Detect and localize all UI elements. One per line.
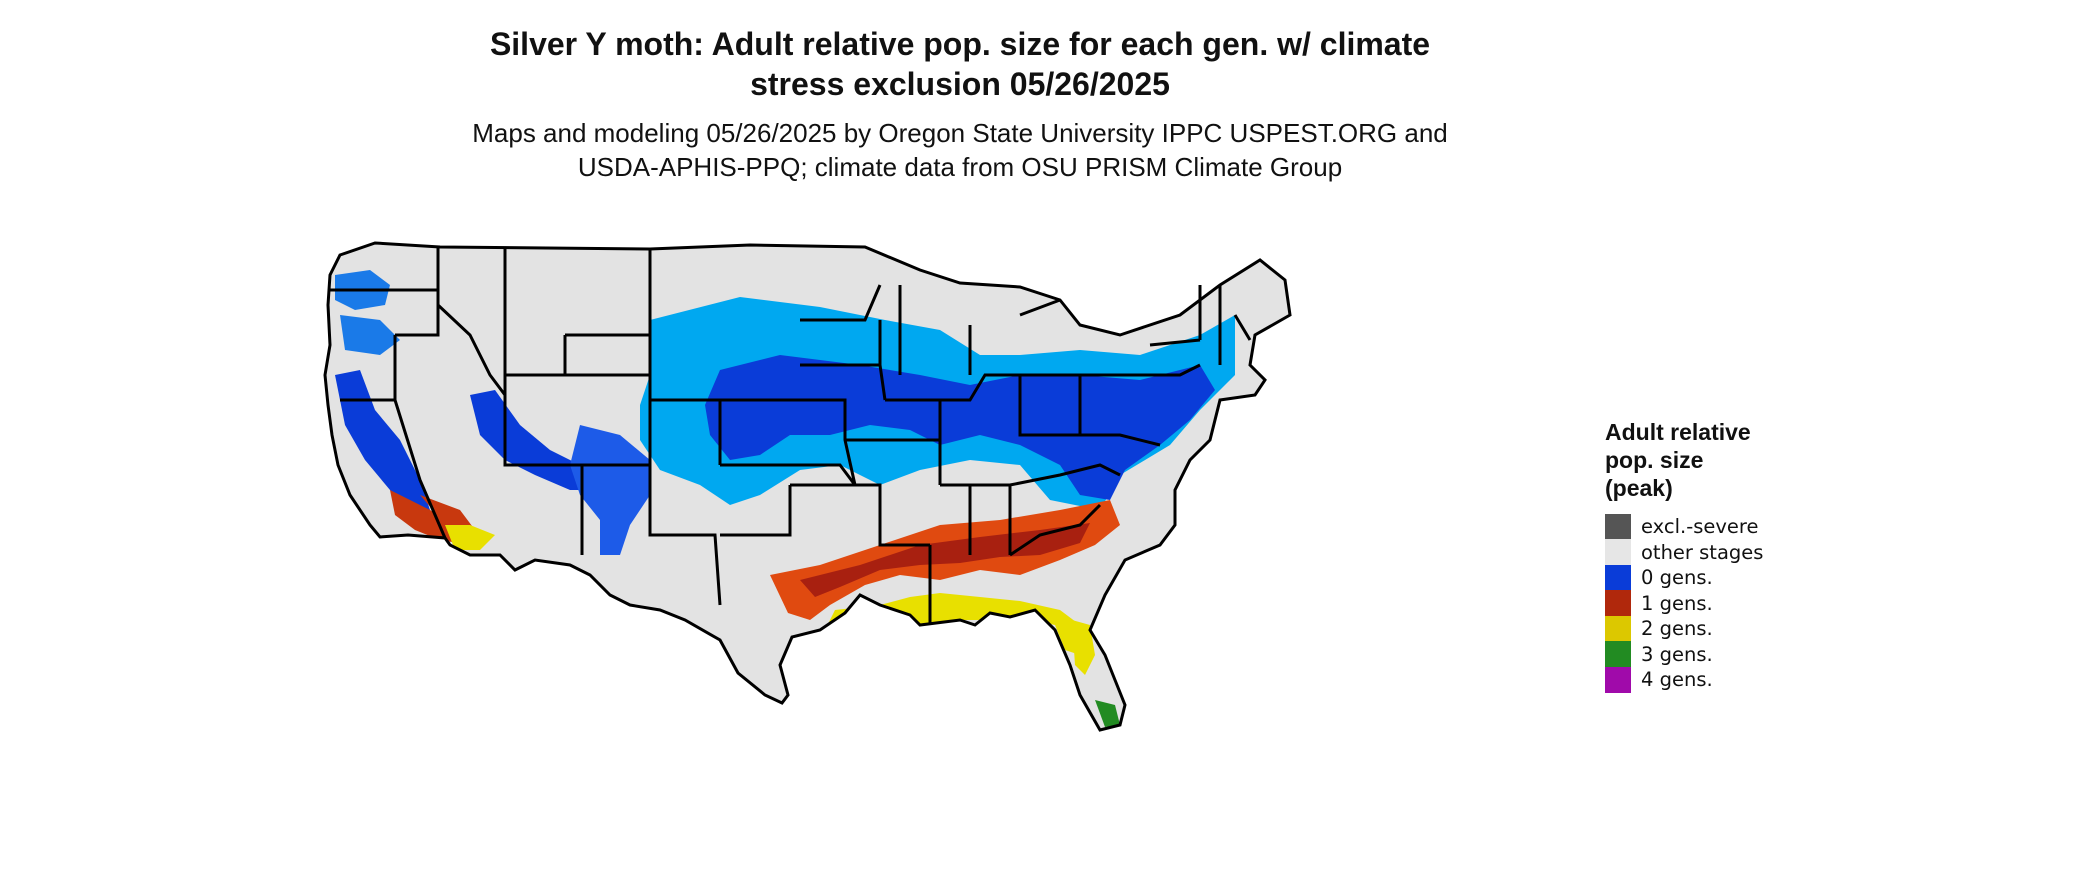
title-line-1: Silver Y moth: Adult relative pop. size … [489, 26, 1431, 62]
zone-3-gens-green [1095, 700, 1120, 727]
legend-item-2-gens: 2 gens. [1605, 615, 1845, 642]
legend-item-1-gens: 1 gens. [1605, 590, 1845, 617]
legend: Adult relative pop. size (peak) excl.-se… [1605, 418, 1845, 693]
us-map-svg [323, 241, 1292, 732]
us-map [320, 225, 1570, 885]
zone-west-blue-3 [570, 425, 650, 555]
state-lines [330, 247, 1252, 625]
zone-2-gens-florida [1072, 620, 1095, 675]
legend-label: other stages [1641, 540, 1764, 564]
legend-item-4-gens: 4 gens. [1605, 666, 1845, 693]
map-subtitle: Maps and modeling 05/26/2025 by Oregon S… [410, 116, 1510, 184]
legend-title-line-2: pop. size [1605, 447, 1704, 473]
zone-0-gens-dark [705, 355, 1215, 500]
subtitle-line-2: USDA-APHIS-PPQ; climate data from OSU PR… [577, 152, 1343, 182]
legend-items: excl.-severe other stages 0 gens. 1 gens… [1605, 513, 1845, 693]
legend-title: Adult relative pop. size (peak) [1605, 418, 1845, 502]
legend-label: 4 gens. [1641, 668, 1713, 692]
legend-swatch [1605, 615, 1631, 642]
zone-1-gens-dark [800, 523, 1090, 597]
legend-swatch [1605, 539, 1631, 566]
legend-swatch [1605, 590, 1631, 617]
legend-label: 2 gens. [1641, 617, 1713, 641]
legend-swatch [1605, 513, 1631, 540]
legend-swatch [1605, 564, 1631, 591]
legend-swatch [1605, 641, 1631, 668]
legend-item-other-stages: other stages [1605, 539, 1845, 566]
legend-title-line-3: (peak) [1605, 475, 1673, 501]
state-borders [323, 241, 1292, 732]
title-line-2: stress exclusion 05/26/2025 [750, 66, 1170, 102]
title-block: Silver Y moth: Adult relative pop. size … [410, 24, 1510, 184]
legend-label: excl.-severe [1641, 515, 1759, 539]
zone-west-blue-1 [335, 370, 430, 515]
legend-title-line-1: Adult relative [1605, 419, 1751, 445]
legend-item-3-gens: 3 gens. [1605, 641, 1845, 668]
legend-label: 3 gens. [1641, 642, 1713, 666]
legend-item-0-gens: 0 gens. [1605, 564, 1845, 591]
legend-item-excl-severe: excl.-severe [1605, 513, 1845, 540]
legend-label: 1 gens. [1641, 591, 1713, 615]
subtitle-line-1: Maps and modeling 05/26/2025 by Oregon S… [472, 118, 1448, 148]
map-title: Silver Y moth: Adult relative pop. size … [410, 24, 1510, 104]
population-zones [335, 270, 1235, 727]
zone-2-gens-arizona [445, 525, 495, 550]
legend-label: 0 gens. [1641, 566, 1713, 590]
legend-swatch [1605, 666, 1631, 693]
